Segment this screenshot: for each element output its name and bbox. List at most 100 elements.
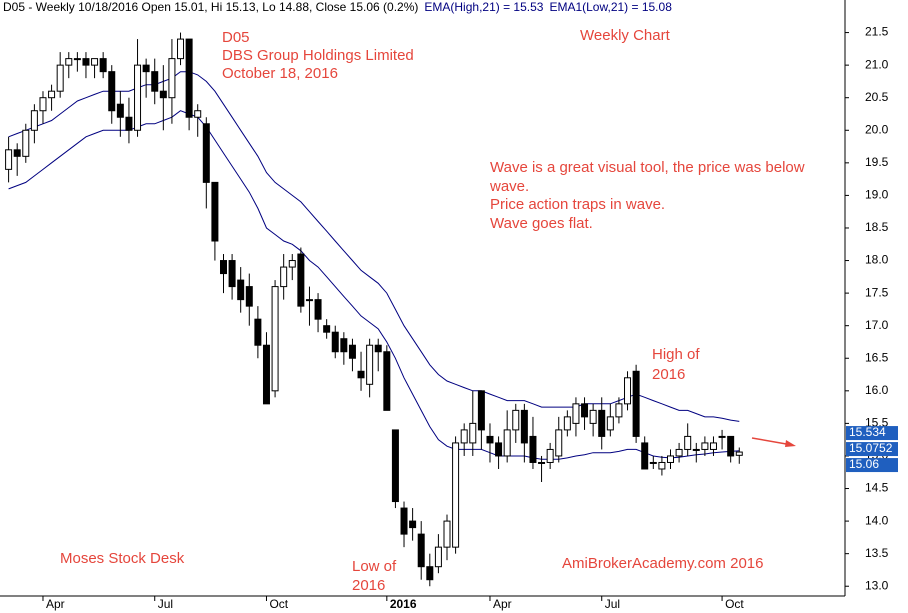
candle-body	[219, 260, 227, 275]
candle-body	[409, 520, 417, 529]
candle-body	[245, 286, 253, 307]
y-tick-label: 14.0	[865, 513, 889, 527]
legend-entry: EMA(High,21) = 15.53	[424, 0, 543, 14]
candle-body	[546, 448, 554, 463]
candle-body	[323, 325, 331, 333]
candle-body	[538, 461, 546, 464]
x-tick-label: Jul	[158, 597, 173, 611]
candle-body	[572, 403, 580, 424]
candle-body	[495, 442, 503, 457]
x-tick-label: Oct	[725, 597, 744, 611]
candle-body	[142, 64, 150, 73]
candle-body	[91, 58, 99, 66]
y-tick-label: 16.5	[865, 350, 889, 364]
y-tick-label: 16.0	[865, 383, 889, 397]
candle-body	[701, 442, 709, 450]
chart-title: D05 - Weekly 10/18/2016 Open 15.01, Hi 1…	[3, 0, 418, 14]
candle-body	[348, 344, 356, 359]
candle-body	[684, 435, 692, 450]
annotation: D05	[222, 29, 250, 46]
candle-body	[288, 260, 296, 268]
candle-body	[417, 533, 425, 568]
y-tick-label: 20.0	[865, 122, 889, 136]
candle-body	[305, 299, 313, 302]
annotation: AmiBrokerAcademy.com 2016	[562, 555, 763, 572]
candle-body	[194, 110, 202, 118]
candle-body	[73, 58, 81, 61]
candle-body	[469, 422, 477, 444]
candle-body	[340, 338, 348, 353]
last-value-box	[846, 426, 898, 441]
annotation: High of	[652, 346, 700, 363]
candle-body	[452, 442, 460, 548]
candle-body	[615, 403, 623, 418]
candle-body	[331, 331, 339, 353]
y-tick-label: 17.0	[865, 318, 889, 332]
annotation: Weekly Chart	[580, 27, 671, 44]
candle-body	[692, 448, 700, 451]
annotation: Moses Stock Desk	[60, 550, 185, 567]
annotation: Low of	[352, 558, 397, 575]
annotation: 2016	[352, 577, 385, 594]
candle-body	[520, 409, 528, 444]
candle-body	[606, 416, 614, 431]
candle-body	[185, 38, 193, 118]
last-value-label: 15.534	[849, 425, 886, 439]
candle-body	[108, 71, 116, 112]
candle-body	[65, 58, 73, 66]
candle-body	[641, 442, 649, 470]
candle-body	[581, 403, 589, 418]
candle-body	[555, 429, 563, 457]
candle-body	[22, 129, 30, 157]
annotation: DBS Group Holdings Limited	[222, 47, 414, 64]
candle-body	[30, 110, 38, 131]
candle-body	[709, 442, 717, 450]
annotation: Price action traps in wave.	[490, 196, 665, 213]
candle-body	[658, 461, 666, 470]
candle-body	[39, 97, 47, 112]
candle-body	[211, 181, 219, 242]
ema-line	[8, 71, 740, 422]
candle-body	[426, 566, 434, 581]
annotation: Wave goes flat.	[490, 215, 593, 232]
candle-body	[632, 370, 640, 437]
candle-body	[151, 71, 159, 92]
candle-body	[486, 435, 494, 444]
candle-body	[13, 149, 21, 157]
annotation: wave.	[489, 178, 529, 195]
y-tick-label: 13.0	[865, 578, 889, 592]
x-tick-label: Apr	[493, 597, 512, 611]
candle-body	[297, 253, 305, 307]
x-tick-label: 2016	[390, 597, 417, 611]
candle-body	[624, 377, 632, 405]
candle-body	[357, 370, 365, 379]
candle-body	[82, 58, 90, 66]
candle-body	[366, 344, 374, 385]
y-tick-label: 21.5	[865, 25, 889, 39]
candle-body	[598, 409, 606, 437]
x-tick-label: Apr	[46, 597, 65, 611]
candle-body	[99, 58, 107, 73]
candle-body	[271, 286, 279, 392]
candle-body	[589, 409, 597, 424]
x-tick-label: Oct	[269, 597, 288, 611]
candle-body	[280, 266, 288, 288]
y-tick-label: 18.5	[865, 220, 889, 234]
candle-body	[125, 116, 133, 131]
y-tick-label: 14.5	[865, 481, 889, 495]
candle-body	[383, 351, 391, 411]
candle-body	[563, 416, 571, 431]
candle-body	[159, 90, 167, 99]
y-tick-label: 19.0	[865, 188, 889, 202]
candle-body	[529, 435, 537, 463]
candle-body	[134, 64, 142, 131]
y-tick-label: 18.0	[865, 253, 889, 267]
candle-body	[168, 58, 176, 99]
candle-body	[202, 123, 210, 183]
y-tick-label: 21.0	[865, 57, 889, 71]
last-value-label: 15.0752	[849, 441, 893, 455]
candle-body	[400, 507, 408, 535]
candle-body	[237, 279, 245, 301]
candle-body	[443, 520, 451, 548]
legend-entry: EMA1(Low,21) = 15.08	[549, 0, 672, 14]
